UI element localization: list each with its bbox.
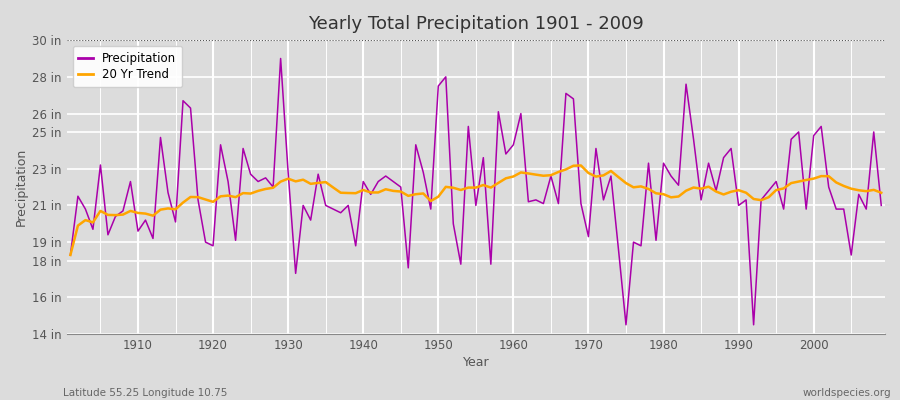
20 Yr Trend: [575, 163, 586, 168]
Precipitation: [65, 252, 76, 257]
Text: Latitude 55.25 Longitude 10.75: Latitude 55.25 Longitude 10.75: [63, 388, 228, 398]
Text: worldspecies.org: worldspecies.org: [803, 388, 891, 398]
20 Yr Trend: [500, 176, 511, 181]
20 Yr Trend: [290, 179, 301, 184]
Line: Precipitation: Precipitation: [70, 58, 881, 325]
Y-axis label: Precipitation: Precipitation: [15, 148, 28, 226]
Precipitation: [298, 203, 309, 208]
Precipitation: [125, 179, 136, 184]
Precipitation: [876, 203, 886, 208]
20 Yr Trend: [606, 168, 616, 173]
Title: Yearly Total Precipitation 1901 - 2009: Yearly Total Precipitation 1901 - 2009: [308, 15, 644, 33]
Precipitation: [621, 322, 632, 327]
Precipitation: [343, 203, 354, 208]
20 Yr Trend: [336, 190, 346, 195]
Legend: Precipitation, 20 Yr Trend: Precipitation, 20 Yr Trend: [73, 46, 182, 87]
Line: 20 Yr Trend: 20 Yr Trend: [70, 166, 881, 255]
Precipitation: [516, 111, 526, 116]
X-axis label: Year: Year: [463, 356, 489, 369]
Precipitation: [508, 142, 518, 147]
20 Yr Trend: [125, 208, 136, 213]
20 Yr Trend: [876, 190, 886, 195]
Precipitation: [606, 174, 616, 178]
20 Yr Trend: [65, 252, 76, 257]
20 Yr Trend: [508, 174, 518, 179]
Precipitation: [275, 56, 286, 61]
